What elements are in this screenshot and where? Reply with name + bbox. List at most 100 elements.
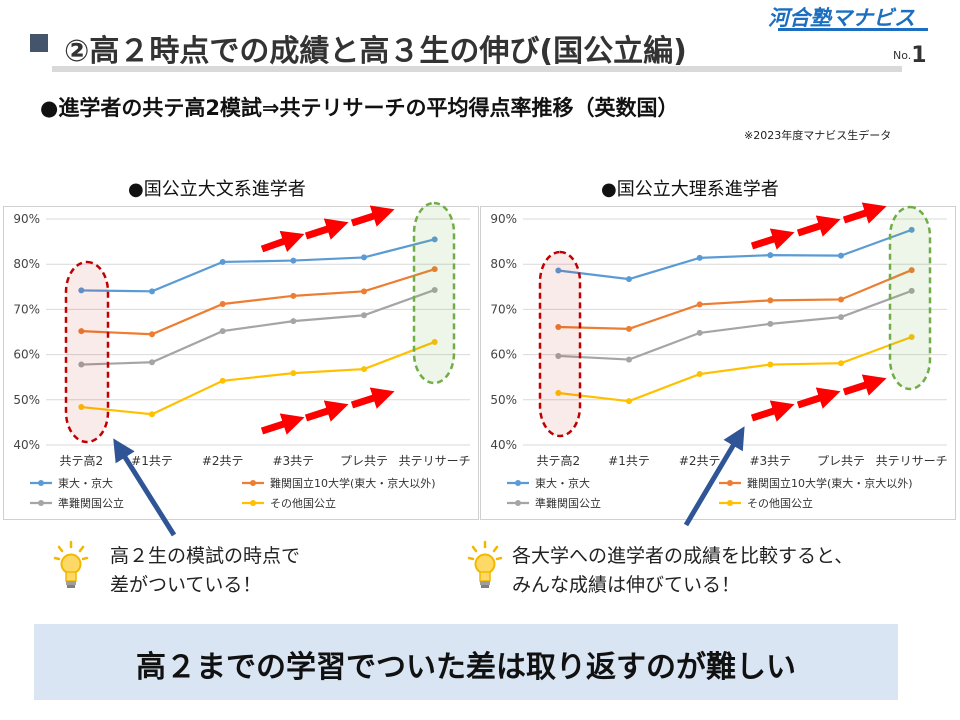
tip-humanities-line1: 高２生の模試の時点で [110,545,301,567]
conclusion-banner: 高２までの学習でついた差は取り返すのが難しい [34,624,898,700]
data-point [219,377,226,384]
data-point [626,398,632,405]
legend-marker [727,500,733,506]
data-point [290,370,297,377]
legend-label: 難関国立10大学(東大・京大以外) [270,476,436,490]
data-point [696,371,703,378]
y-tick-label: 80% [490,257,517,271]
data-point [626,325,632,332]
data-point [149,411,155,418]
data-point [626,356,632,363]
logo-text: 河合塾マナビス [768,6,915,30]
legend-marker [515,480,521,486]
data-point [219,258,226,265]
legend-marker [250,500,256,506]
source-note: ※2023年度マナビス生データ [744,129,892,142]
series-line [558,269,913,330]
data-point [78,328,85,335]
tip-humanities-line2: 差がついている！ [110,574,262,596]
x-tick-label: プレ共テ [817,454,865,468]
data-point [219,328,226,335]
legend-marker [727,480,733,486]
page-number-label: No. [893,49,912,62]
legend-marker [38,500,44,506]
y-tick-label: 70% [13,302,40,316]
chart-science-svg: 40% 50% 60% 70% 80% 90% 共テ高2 #1共テ #2共テ #3共テ プレ共テ 共テ… [490,212,948,510]
chart-title-humanities: ●国公立大文系進学者 [128,179,306,200]
data-point [219,300,226,307]
data-point [696,329,703,336]
chart-science: 40% 50% 60% 70% 80% 90% 共テ高2 #1共テ #2共テ #3共テ プレ共テ 共テ… [480,206,956,520]
data-point [361,312,367,319]
data-point [149,288,155,295]
legend-marker [38,480,44,486]
data-point [696,254,703,261]
y-tick-label: 80% [13,257,40,271]
y-tick-label: 50% [13,393,40,407]
x-tick-label: #1共テ [131,454,173,468]
y-tick-label: 90% [13,212,40,226]
data-point [908,267,915,274]
x-tick-label: プレ共テ [340,454,388,468]
series-line [81,340,436,416]
legend-label: 東大・京大 [535,476,590,490]
y-tick-label: 60% [490,348,517,362]
legend-label: 準難関国公立 [535,496,601,510]
legend-label: 東大・京大 [58,476,113,490]
legend-label: その他国公立 [270,496,336,510]
lightbulb-icon [467,540,503,588]
y-tick-label: 40% [13,438,40,452]
x-tick-label: #2共テ [202,454,244,468]
data-point [626,276,632,283]
x-tick-label: #2共テ [679,454,721,468]
legend-label: 準難関国公立 [58,496,124,510]
tip-humanities: 高２生の模試の時点で 差がついている！ [110,542,300,600]
x-tick-label: #1共テ [608,454,650,468]
data-point [149,359,155,366]
data-point [838,314,844,321]
x-tick-label: 共テリサーチ [876,454,948,468]
brand-logo: 河合塾マナビス [768,2,928,36]
data-point [78,404,85,411]
data-point [767,320,774,327]
y-tick-label: 60% [13,348,40,362]
data-point [838,296,844,303]
data-point [908,333,915,340]
legend-label: その他国公立 [747,496,813,510]
conclusion-text: 高２までの学習でついた差は取り返すのが難しい [136,650,796,685]
data-point [290,318,297,325]
chart-title-science: ●国公立大理系進学者 [601,179,779,200]
legend-marker [250,480,256,486]
series-line [81,268,435,336]
title-square-icon [30,34,48,52]
y-tick-label: 70% [490,302,517,316]
chart-humanities-svg: 40% 50% 60% 70% 80% 90% 共テ高2 #1共テ #2共テ #3共テ プレ共テ 共テ… [13,212,470,510]
lightbulb-icon [53,540,89,588]
data-point [290,292,297,299]
data-point [555,352,562,359]
data-point [431,266,438,273]
x-tick-label: 共テ高2 [60,453,104,468]
data-point [78,287,85,294]
data-point [431,236,438,243]
chart-humanities: 40% 50% 60% 70% 80% 90% 共テ高2 #1共テ #2共テ #3共テ プレ共テ 共テ… [3,206,479,520]
y-tick-label: 90% [490,212,517,226]
data-point [149,331,155,338]
data-point [908,287,915,294]
data-point [361,254,367,261]
series-line [558,289,913,361]
y-tick-label: 50% [490,393,517,407]
data-point [767,361,774,368]
legend-marker [515,500,521,506]
data-point [78,361,85,368]
x-tick-label: #3共テ [272,454,314,468]
legend-label: 難関国立10大学(東大・京大以外) [747,476,913,490]
data-point [555,267,562,274]
data-point [696,301,703,308]
data-point [767,297,774,304]
data-point [431,338,438,345]
series-line [558,228,913,281]
x-tick-label: #3共テ [749,454,791,468]
data-point [555,324,562,331]
series-line [81,288,436,366]
